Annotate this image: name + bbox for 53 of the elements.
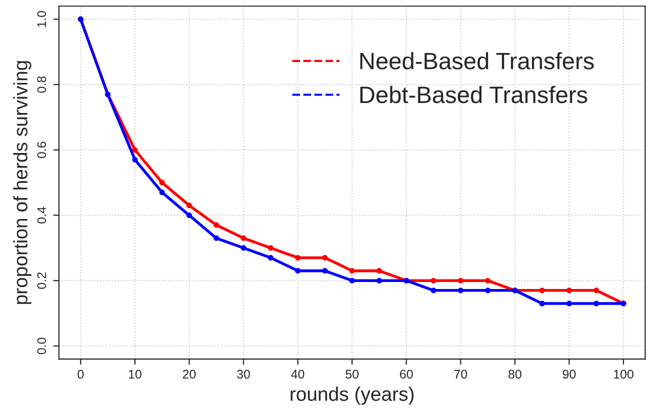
point — [159, 190, 165, 196]
x-tick-label: 90 — [562, 370, 576, 379]
point — [322, 254, 328, 261]
point — [159, 180, 165, 186]
point — [295, 254, 301, 261]
x-tick-label: 40 — [291, 370, 304, 379]
point — [594, 300, 600, 306]
y-tick-label: 0.8 — [37, 76, 46, 93]
point — [322, 268, 328, 274]
point — [430, 278, 436, 284]
y-axis-title: proportion of herds surviving — [13, 61, 32, 304]
x-tick-label: 20 — [182, 370, 196, 379]
x-tick-label: 60 — [400, 370, 413, 379]
point — [430, 288, 436, 294]
point — [376, 278, 382, 284]
y-tick-label: 0.6 — [37, 142, 46, 158]
point — [349, 278, 355, 284]
point — [268, 254, 274, 261]
x-tick-label: 80 — [508, 370, 522, 379]
point — [376, 268, 382, 274]
point — [132, 156, 138, 162]
point — [240, 235, 246, 241]
y-tick-label: 0.4 — [37, 206, 46, 224]
x-tick-label: 100 — [614, 370, 634, 379]
point — [240, 245, 246, 251]
point — [594, 288, 600, 294]
x-axis-title: rounds (years) — [290, 386, 414, 405]
point — [268, 245, 274, 251]
point — [214, 235, 220, 241]
point — [484, 278, 491, 284]
point — [186, 212, 192, 218]
point — [539, 288, 545, 294]
legend-label: Need-Based Transfers — [360, 52, 594, 70]
x-tick-label: 70 — [454, 370, 468, 379]
y-tick-label: 0.2 — [37, 272, 46, 289]
point — [458, 288, 464, 294]
point — [186, 202, 192, 208]
point — [349, 268, 355, 274]
point — [484, 288, 491, 294]
x-tick-label: 50 — [346, 370, 359, 379]
x-tick-label: 30 — [237, 370, 250, 379]
point — [295, 268, 301, 274]
point — [566, 300, 572, 306]
point — [132, 147, 138, 153]
y-tick-label: 0.0 — [37, 338, 46, 354]
x-tick-label: 0 — [78, 370, 84, 379]
point — [539, 300, 545, 306]
point — [214, 222, 220, 228]
y-tick-label: 1.0 — [37, 10, 46, 27]
point — [566, 288, 572, 294]
point — [458, 278, 464, 284]
legend-label: Debt-Based Transfers — [360, 86, 588, 104]
x-tick-label: 10 — [128, 370, 142, 379]
